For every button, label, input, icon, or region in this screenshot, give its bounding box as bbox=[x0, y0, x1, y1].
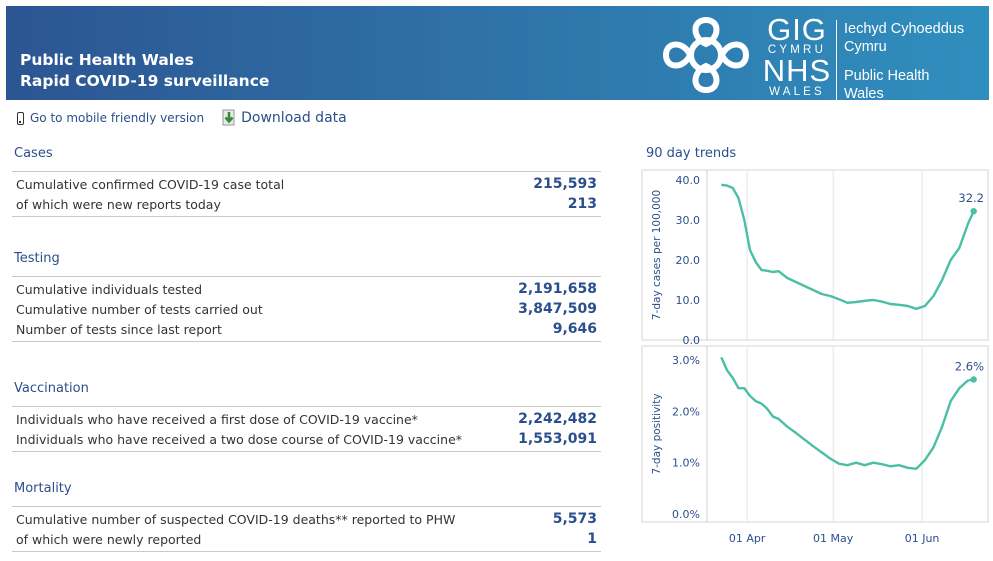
organisation-name: Iechyd Cyhoeddus Cymru Public Health Wal… bbox=[844, 20, 964, 103]
table-row: Cumulative number of tests carried out 3… bbox=[12, 299, 601, 319]
org-welsh-line-1: Iechyd Cyhoeddus bbox=[844, 21, 965, 37]
table-row: Cumulative individuals tested 2,191,658 bbox=[12, 279, 601, 299]
y-tick-label: 3.0% bbox=[672, 354, 700, 367]
testing-table: Cumulative individuals tested 2,191,658 … bbox=[12, 276, 601, 342]
table-row: Individuals who have received a two dose… bbox=[12, 429, 601, 449]
y-tick-label: 0.0 bbox=[683, 334, 701, 347]
table-row: Number of tests since last report 9,646 bbox=[12, 319, 601, 339]
celtic-knot-logo-icon bbox=[662, 16, 750, 94]
y-axis-label: 7-day cases per 100,000 bbox=[651, 190, 663, 320]
section-title-vaccination: Vaccination bbox=[14, 381, 89, 396]
series-line bbox=[720, 356, 974, 470]
series-line bbox=[721, 183, 975, 310]
cases-table: Cumulative confirmed COVID-19 case total… bbox=[12, 171, 601, 217]
trend-charts: 0.0 10.0 20.0 30.0 40.0 7-day cases per 100,0… bbox=[641, 169, 989, 545]
row-label: of which were new reports today bbox=[16, 196, 221, 212]
logo-wales: WALES bbox=[769, 86, 825, 98]
row-value: 215,593 bbox=[533, 176, 597, 192]
table-row: Individuals who have received a first do… bbox=[12, 409, 601, 429]
page-title: Public Health Wales Rapid COVID-19 surve… bbox=[20, 50, 269, 92]
row-label: Individuals who have received a first do… bbox=[16, 411, 418, 427]
table-row: Cumulative confirmed COVID-19 case total… bbox=[12, 174, 601, 194]
row-label: Cumulative individuals tested bbox=[16, 281, 203, 297]
logo-cymru: CYMRU bbox=[767, 44, 827, 56]
toolbar: Go to mobile friendly version Download d… bbox=[12, 107, 347, 129]
logo-nhs: NHS bbox=[762, 53, 832, 88]
vaccination-table: Individuals who have received a first do… bbox=[12, 406, 601, 452]
row-value: 2,242,482 bbox=[518, 411, 597, 427]
row-value: 9,646 bbox=[552, 321, 597, 337]
title-line-2: Rapid COVID-19 surveillance bbox=[20, 72, 270, 90]
chart-panel-border bbox=[641, 169, 989, 341]
section-title-cases: Cases bbox=[14, 146, 53, 161]
y-tick-label: 2.0% bbox=[672, 405, 700, 418]
row-label: Cumulative number of suspected COVID-19 … bbox=[16, 511, 456, 527]
download-icon bbox=[222, 109, 235, 126]
row-label: of which were newly reported bbox=[16, 531, 202, 547]
y-axis-label: 7-day positivity bbox=[651, 393, 663, 474]
row-value: 1,553,091 bbox=[518, 431, 597, 447]
x-tick-label: 01 May bbox=[813, 532, 854, 545]
x-tick-label: 01 Jun bbox=[905, 532, 940, 545]
x-tick-label: 01 Apr bbox=[729, 532, 766, 545]
y-tick-label: 30.0 bbox=[676, 214, 701, 227]
download-data-link[interactable]: Download data bbox=[222, 109, 347, 127]
title-line-1: Public Health Wales bbox=[20, 51, 194, 69]
row-label: Cumulative number of tests carried out bbox=[16, 301, 263, 317]
y-tick-label: 40.0 bbox=[676, 174, 701, 187]
logo-gig: GIG bbox=[767, 12, 827, 47]
row-value: 1 bbox=[587, 531, 597, 547]
end-value-label: 32.2 bbox=[958, 191, 984, 205]
row-value: 5,573 bbox=[552, 511, 597, 527]
end-point-marker bbox=[970, 376, 977, 383]
row-value: 2,191,658 bbox=[518, 281, 597, 297]
mortality-table: Cumulative number of suspected COVID-19 … bbox=[12, 506, 601, 552]
download-data-label: Download data bbox=[241, 110, 347, 126]
org-english-line-2: Wales bbox=[844, 86, 884, 102]
trends-title: 90 day trends bbox=[646, 146, 737, 161]
row-label: Number of tests since last report bbox=[16, 321, 222, 337]
y-tick-label: 10.0 bbox=[676, 294, 701, 307]
table-row: of which were new reports today 213 bbox=[12, 194, 601, 214]
y-tick-label: 20.0 bbox=[676, 254, 701, 267]
table-row: of which were newly reported 1 bbox=[12, 529, 601, 549]
y-tick-label: 0.0% bbox=[672, 508, 700, 521]
row-label: Cumulative confirmed COVID-19 case total bbox=[16, 176, 285, 192]
row-value: 3,847,509 bbox=[518, 301, 597, 317]
end-value-label: 2.6% bbox=[955, 360, 984, 374]
logo-divider bbox=[836, 20, 837, 100]
nhs-wales-logo: GIG CYMRU NHS WALES bbox=[762, 12, 832, 98]
row-value: 213 bbox=[567, 196, 597, 212]
mobile-version-label: Go to mobile friendly version bbox=[30, 111, 205, 125]
row-label: Individuals who have received a two dose… bbox=[16, 431, 463, 447]
table-row: Cumulative number of suspected COVID-19 … bbox=[12, 509, 601, 529]
header-banner: Public Health Wales Rapid COVID-19 surve… bbox=[6, 6, 989, 103]
section-title-testing: Testing bbox=[14, 251, 60, 266]
mobile-version-link[interactable]: Go to mobile friendly version bbox=[12, 111, 204, 125]
end-point-marker bbox=[970, 208, 977, 215]
section-title-mortality: Mortality bbox=[14, 481, 72, 496]
chart-panel-border bbox=[641, 345, 989, 523]
org-english-line-1: Public Health bbox=[844, 68, 930, 84]
phone-icon bbox=[17, 111, 24, 125]
y-tick-label: 1.0% bbox=[672, 457, 700, 470]
org-welsh-line-2: Cymru bbox=[844, 39, 887, 55]
